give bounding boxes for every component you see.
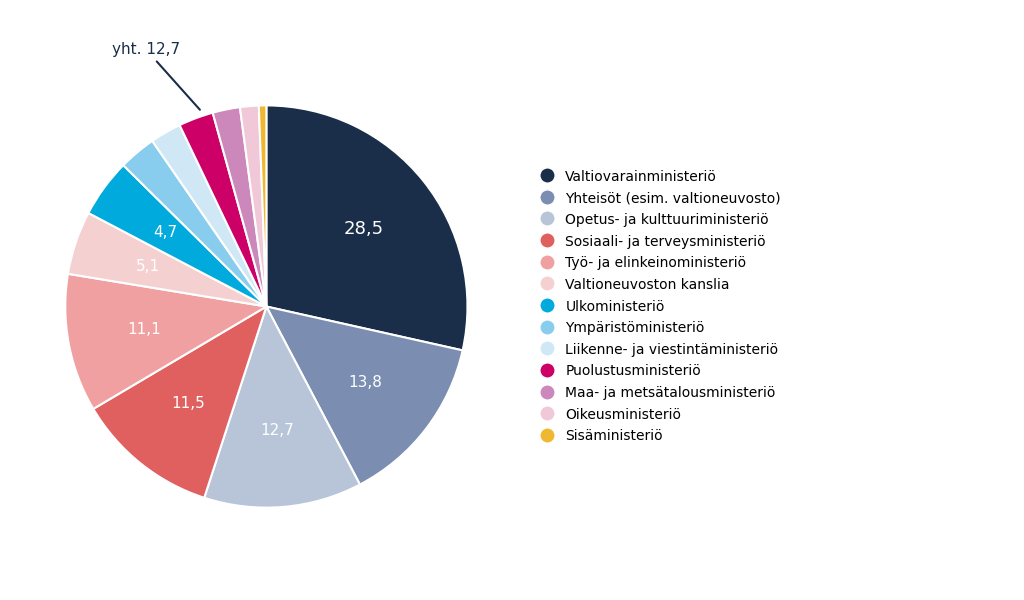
Wedge shape <box>259 106 266 307</box>
Wedge shape <box>266 307 463 485</box>
Text: 11,1: 11,1 <box>127 322 161 337</box>
Text: 12,7: 12,7 <box>260 423 294 438</box>
Wedge shape <box>88 165 266 307</box>
Text: 5,1: 5,1 <box>136 259 160 274</box>
Wedge shape <box>213 107 266 307</box>
Wedge shape <box>93 307 266 498</box>
Wedge shape <box>66 274 266 409</box>
Wedge shape <box>179 113 266 307</box>
Wedge shape <box>266 106 468 350</box>
Text: 11,5: 11,5 <box>172 397 205 412</box>
Text: yht. 12,7: yht. 12,7 <box>112 41 200 110</box>
Text: 28,5: 28,5 <box>344 220 384 238</box>
Text: 4,7: 4,7 <box>154 226 178 241</box>
Legend: Valtiovarainministeriö, Yhteisöt (esim. valtioneuvosto), Opetus- ja kulttuurimin: Valtiovarainministeriö, Yhteisöt (esim. … <box>535 164 786 449</box>
Wedge shape <box>153 125 266 307</box>
Wedge shape <box>204 307 359 508</box>
Wedge shape <box>123 141 266 307</box>
Wedge shape <box>68 213 266 307</box>
Text: 13,8: 13,8 <box>348 375 382 390</box>
Wedge shape <box>240 106 266 307</box>
